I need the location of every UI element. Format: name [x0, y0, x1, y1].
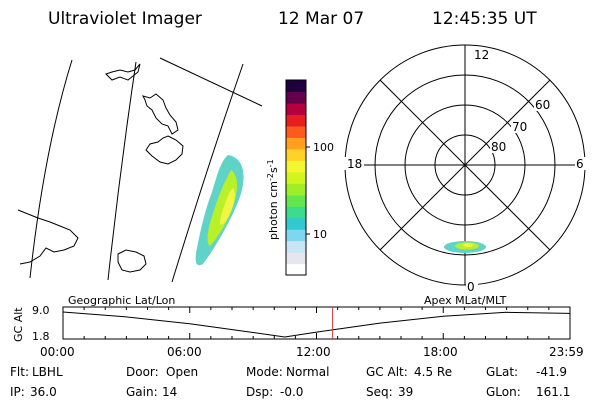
label-backing — [511, 120, 531, 133]
mode-value: Normal — [286, 365, 329, 379]
label-backing — [490, 140, 510, 153]
timeline-panel: Geographic Lat/Lon Apex MLat/MLT GC Alt … — [12, 294, 584, 359]
coastline — [142, 93, 179, 135]
polar-aurora — [444, 241, 486, 253]
meridian-line — [107, 61, 137, 281]
coastline — [117, 249, 147, 273]
mode-label: Mode: — [246, 365, 283, 379]
status-block: Flt: LBHL IP: 36.0 Door: Open Gain: 14 M… — [10, 365, 570, 399]
timeline-y-tick-label: 1.8 — [32, 330, 50, 343]
glon-label: GLon: — [486, 385, 521, 399]
gain-label: Gain: — [126, 385, 158, 399]
polar-labels: 12 18 6 0 60 70 80 — [344, 48, 587, 294]
colorbar-cell — [286, 206, 306, 219]
parallel-line — [159, 57, 263, 107]
flt-label: Flt: — [10, 365, 29, 379]
timeline-y-tick-label: 9.0 — [32, 304, 50, 317]
seq-value: 39 — [398, 385, 413, 399]
colorbar-frame — [285, 79, 307, 276]
mlt-label-6: 6 — [576, 157, 584, 171]
instrument-title: Ultraviolet Imager — [48, 9, 202, 29]
header-time: 12:45:35 UT — [432, 9, 537, 29]
mlt-label-12: 12 — [474, 48, 489, 62]
door-value: Open — [166, 365, 198, 379]
mlt-label-18: 18 — [347, 157, 362, 171]
gain-value: 14 — [162, 385, 177, 399]
glon-value: 161.1 — [536, 385, 570, 399]
dsp-label: Dsp: — [246, 385, 273, 399]
gcalt-label: GC Alt: — [366, 365, 408, 379]
colorbar-cell — [286, 160, 306, 173]
colorbar-cell — [286, 137, 306, 150]
x-tick-label-0600: 06:00 — [167, 345, 202, 359]
colorbar-cell — [286, 148, 306, 161]
flt-value: LBHL — [32, 365, 63, 379]
meridian-line — [29, 59, 73, 279]
ip-value: 36.0 — [30, 385, 57, 399]
label-backing — [575, 157, 587, 170]
colorbar-cell — [286, 125, 306, 138]
colorbar-cell — [286, 194, 306, 207]
timeline-x-ticks — [62, 307, 571, 339]
label-backing — [466, 280, 478, 293]
colorbar-cell — [286, 102, 306, 116]
door-label: Door: — [126, 365, 159, 379]
label-backing — [534, 98, 554, 111]
colorbar-scale — [286, 80, 306, 276]
label-backing — [344, 157, 364, 170]
gcalt-value: 4.5 Re — [414, 365, 452, 379]
colorbar-tick-label-10: 10 — [313, 228, 327, 241]
emission-core — [220, 188, 235, 225]
label-backing — [472, 48, 488, 61]
colorbar-cell — [286, 252, 306, 265]
colorbar-label: photon cm-2s-1 — [266, 159, 280, 240]
ip-label: IP: — [10, 385, 25, 399]
lat-label-70: 70 — [512, 120, 527, 134]
x-tick-label-1800: 18:00 — [423, 345, 458, 359]
altitude-curve — [62, 311, 570, 338]
lat-label-80: 80 — [491, 140, 506, 154]
mlt-line — [379, 79, 551, 251]
dsp-value: -0.0 — [280, 385, 303, 399]
colorbar-cell — [286, 263, 306, 276]
colorbar-cell — [286, 91, 306, 104]
timeline-right-label: Apex MLat/MLT — [424, 294, 507, 307]
coastline — [17, 209, 79, 265]
x-tick-label-2359: 23:59 — [549, 345, 584, 359]
colorbar-cell — [286, 183, 306, 196]
glat-label: GLat: — [486, 365, 518, 379]
mlt-label-0: 0 — [467, 280, 475, 294]
emission-mid — [207, 170, 238, 246]
lat-label-60: 60 — [535, 98, 550, 112]
x-tick-label-0000: 00:00 — [40, 345, 75, 359]
aurora-emission-map — [195, 155, 244, 266]
seq-label: Seq: — [366, 385, 393, 399]
coastline — [145, 135, 184, 165]
geographic-map — [17, 57, 263, 283]
header-date: 12 Mar 07 — [278, 9, 364, 29]
timeline-left-label: Geographic Lat/Lon — [68, 294, 175, 307]
colorbar-cell — [286, 80, 306, 93]
colorbar-tick-label-100: 100 — [313, 141, 334, 154]
colorbar-cell — [286, 229, 306, 242]
polar-emission-core — [463, 243, 473, 247]
meridian-line — [171, 63, 244, 283]
glat-value: -41.9 — [536, 365, 567, 379]
colorbar-cell — [286, 240, 306, 253]
colorbar: 100 10 photon cm-2s-1 — [266, 79, 334, 276]
colorbar-cell — [286, 171, 306, 184]
coastline — [105, 63, 141, 81]
x-tick-label-1200: 12:00 — [296, 345, 331, 359]
timeline-y-axis-label: GC Alt — [12, 307, 25, 342]
colorbar-cell — [286, 217, 306, 230]
colorbar-cell — [286, 114, 306, 127]
